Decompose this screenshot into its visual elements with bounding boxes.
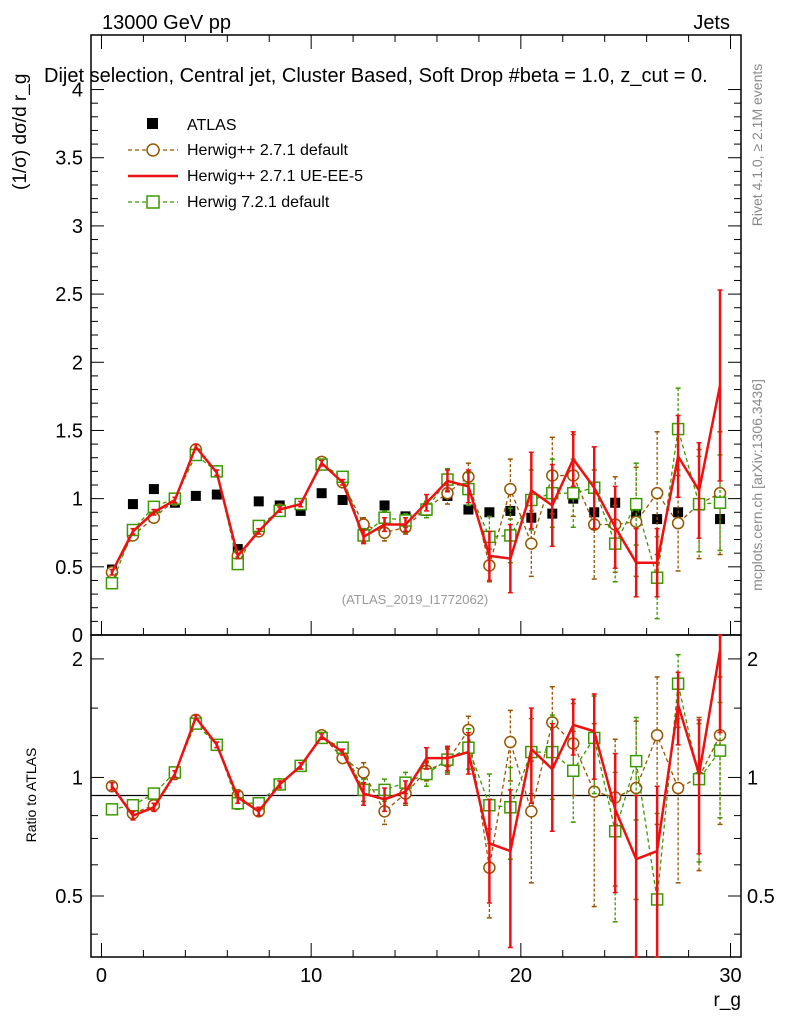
main-y-tick-label: 1.5 bbox=[55, 420, 83, 442]
main-y-tick-label: 0.5 bbox=[55, 557, 83, 579]
ratio-point-herwig7-default bbox=[420, 767, 433, 781]
legend-label-herwig7-default: Herwig 7.2.1 default bbox=[187, 194, 330, 211]
main-point-atlas bbox=[232, 544, 243, 555]
main-point-herwig7-default bbox=[713, 496, 727, 509]
x-tick-label: 10 bbox=[300, 965, 322, 987]
main-line-herwig7-default bbox=[111, 428, 721, 584]
main-point-herwigpp-default bbox=[525, 537, 538, 550]
x-tick-label: 20 bbox=[510, 965, 532, 987]
ratio-y-tick-label-right: 2 bbox=[747, 649, 758, 671]
ratio-point-herwigpp-default bbox=[525, 805, 538, 818]
ratio-point-herwig7-default bbox=[147, 787, 161, 800]
x-tick-label: 0 bbox=[96, 965, 107, 987]
legend: ATLAS Herwig++ 2.7.1 default Herwig++ 2.… bbox=[128, 117, 363, 211]
mcplots-label: mcplots.cern.ch [arXiv:1306.3436] bbox=[749, 379, 765, 591]
main-y-tick-label: 3.5 bbox=[55, 148, 83, 170]
ratio-line-herwigpp-ueee5 bbox=[110, 650, 722, 861]
main-point-herwig7-default bbox=[567, 486, 580, 500]
main-y-tick-label: 0 bbox=[72, 625, 83, 647]
ratio-y-tick-label-right: 0.5 bbox=[747, 886, 775, 908]
main-point-atlas bbox=[190, 490, 201, 501]
main-point-atlas bbox=[463, 504, 474, 515]
main-point-atlas bbox=[148, 484, 159, 495]
ratio-point-herwig7-default bbox=[105, 803, 119, 816]
ratio-point-herwigpp-default bbox=[357, 766, 370, 779]
ratio-y-axis: 0.5 0.5 1 1 2 2 bbox=[55, 649, 775, 935]
main-point-atlas bbox=[211, 489, 222, 500]
main-y-axis-title: (1/σ) dσ/d r_g bbox=[10, 74, 31, 190]
ratio-y-tick-label: 0.5 bbox=[55, 886, 83, 908]
main-y-tick-label: 2 bbox=[72, 352, 83, 374]
ratio-y-tick-label: 1 bbox=[72, 767, 83, 789]
main-point-atlas bbox=[337, 495, 348, 505]
ratio-line-herwigpp-default bbox=[111, 718, 721, 868]
main-point-herwigpp-default bbox=[629, 515, 643, 529]
x-tick-label: 30 bbox=[719, 965, 741, 987]
main-y-tick-label: 3 bbox=[72, 216, 83, 238]
main-point-herwig7-default bbox=[629, 497, 643, 511]
main-y-tick-label: 1 bbox=[72, 489, 83, 511]
legend-marker-atlas bbox=[147, 118, 158, 129]
legend-label-herwigpp-default: Herwig++ 2.7.1 default bbox=[187, 142, 349, 159]
energy-label: 13000 GeV pp bbox=[102, 12, 231, 34]
main-line-herwigpp-ueee5 bbox=[110, 385, 722, 573]
main-point-atlas bbox=[484, 507, 495, 518]
main-point-herwigpp-default bbox=[504, 482, 517, 496]
x-axis: 0 10 20 30 bbox=[96, 35, 742, 987]
main-y-axis: 0 0.5 1 1.5 2 2.5 3 3.5 4 bbox=[55, 80, 741, 647]
selection-title: Dijet selection, Central jet, Cluster Ba… bbox=[44, 65, 708, 87]
ratio-point-herwig7-default bbox=[567, 764, 580, 777]
main-point-atlas bbox=[316, 488, 327, 499]
legend-marker-herwig7-default bbox=[146, 195, 160, 209]
legend-label-atlas: ATLAS bbox=[187, 117, 237, 134]
ratio-point-herwig7-default bbox=[629, 754, 643, 768]
main-point-atlas bbox=[379, 500, 390, 511]
legend-marker-herwigpp-default bbox=[146, 143, 160, 157]
analysis-id: (ATLAS_2019_I1772062) bbox=[342, 592, 488, 607]
ratio-point-herwigpp-default bbox=[650, 728, 664, 742]
main-point-atlas bbox=[127, 499, 138, 510]
main-point-atlas bbox=[253, 496, 264, 507]
main-y-tick-label: 2.5 bbox=[55, 284, 83, 306]
ratio-point-herwigpp-default bbox=[504, 735, 517, 749]
main-point-herwig7-default bbox=[231, 557, 245, 571]
main-point-herwigpp-default bbox=[650, 486, 664, 500]
ratio-point-herwig7-default bbox=[713, 744, 727, 757]
rivet-version-label: Rivet 4.1.0, ≥ 2.1M events bbox=[749, 64, 765, 227]
main-y-tick-label: 4 bbox=[72, 80, 83, 102]
ratio-y-tick-label-right: 1 bbox=[747, 767, 758, 789]
x-axis-title: r_g bbox=[714, 990, 741, 1011]
ratio-point-herwigpp-default bbox=[671, 781, 685, 795]
main-plot-marks bbox=[105, 289, 727, 620]
main-line-herwigpp-default bbox=[111, 448, 721, 573]
ratio-y-tick-label: 2 bbox=[72, 649, 83, 671]
legend-label-herwigpp-ueee5: Herwig++ 2.7.1 UE-EE-5 bbox=[187, 168, 363, 185]
main-point-herwig7-default bbox=[105, 576, 119, 590]
main-point-atlas bbox=[295, 505, 306, 516]
process-label: Jets bbox=[693, 12, 730, 34]
ratio-plot-marks bbox=[105, 634, 727, 958]
ratio-y-axis-title: Ratio to ATLAS bbox=[23, 748, 39, 843]
main-point-herwigpp-default bbox=[671, 516, 685, 530]
